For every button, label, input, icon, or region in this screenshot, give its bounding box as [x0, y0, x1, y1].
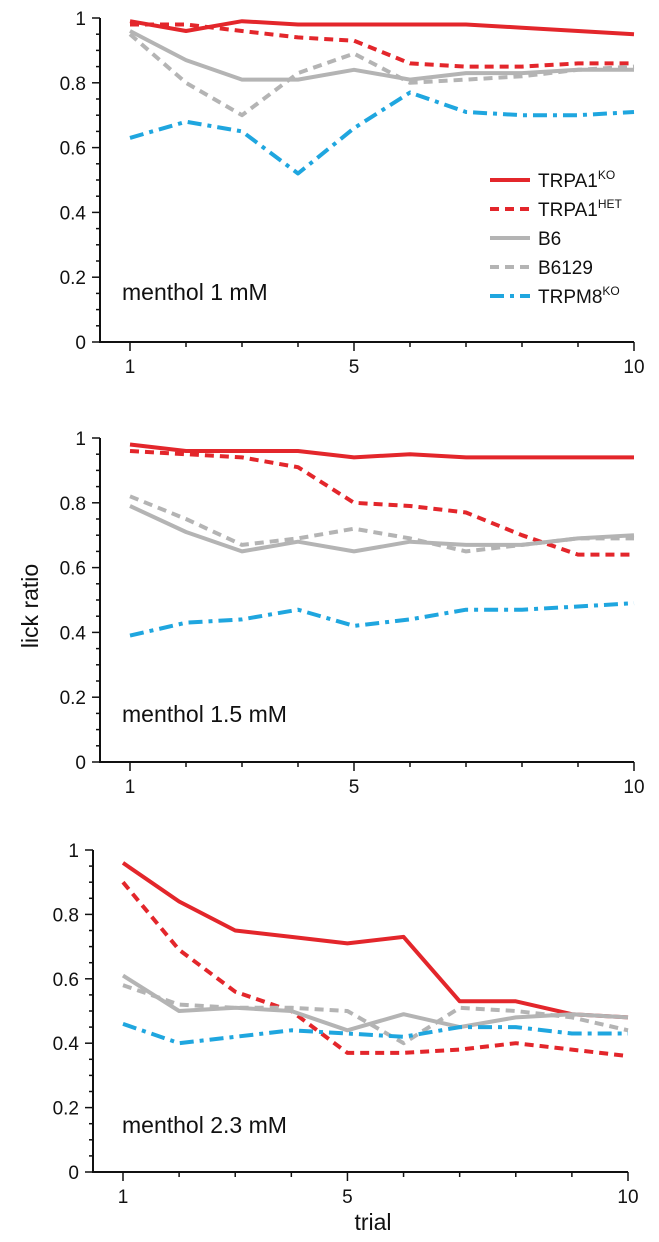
y-tick-label: 0.4: [53, 1034, 80, 1055]
legend-label: TRPA1KO: [538, 168, 615, 192]
series-line-B6129: [129, 494, 634, 554]
series-line-B6: [121, 973, 629, 1033]
y-tick-label: 0: [75, 333, 86, 354]
series-line-TRPA1HET: [130, 22, 634, 69]
legend-item-TRPM8KO: TRPM8KO: [490, 284, 620, 308]
y-tick-label: 0: [75, 753, 86, 774]
chart-panel-2: 0 0.2 0.4 0.6 0.8 1 1 5 10 menthol 1.5 mM: [60, 429, 645, 798]
legend-item-TRPA1KO: TRPA1KO: [490, 168, 615, 192]
y-tick-label: 0.6: [60, 559, 86, 580]
chart-panel-3: 0 0.2 0.4 0.6 0.8 1 1 5 10 menthol 2.3 mM: [53, 841, 639, 1208]
panel-label: menthol 1.5 mM: [122, 701, 287, 727]
series-line-B6129: [128, 32, 635, 118]
y-axis-title: lick ratio: [17, 564, 43, 648]
y-tick-label: 0.4: [60, 623, 87, 644]
panel-label: menthol 1 mM: [122, 279, 268, 305]
y-tick-label: 0.2: [60, 688, 86, 709]
x-tick-label: 1: [118, 1187, 129, 1208]
series-line-TRPA1KO: [121, 861, 629, 1020]
legend-item-TRPA1HET: TRPA1HET: [490, 197, 623, 221]
y-tick-label: 0.8: [60, 494, 86, 515]
series-line-TRPA1KO: [129, 442, 634, 460]
x-tick-label: 10: [617, 1187, 638, 1208]
legend-label: TRPA1HET: [538, 197, 623, 221]
series-line-TRPM8KO: [129, 90, 635, 176]
y-tick-label: 0.6: [53, 970, 79, 991]
y-tick-label: 0.8: [60, 74, 86, 95]
legend-item-B6: B6: [490, 229, 561, 250]
legend-item-B6129: B6129: [490, 258, 593, 279]
x-tick-label: 5: [342, 1187, 353, 1208]
x-tick-label: 10: [623, 357, 644, 378]
legend-label: B6: [538, 229, 561, 250]
y-tick-label: 0.6: [60, 139, 86, 160]
legend-label: B6129: [538, 258, 593, 279]
y-tick-label: 0.2: [53, 1099, 79, 1120]
y-tick-label: 0.4: [60, 203, 87, 224]
y-tick-label: 0.2: [60, 268, 86, 289]
x-tick-label: 1: [125, 357, 136, 378]
y-tick-label: 1: [68, 841, 79, 862]
series-line-TRPA1HET: [129, 449, 634, 557]
panel-label: menthol 2.3 mM: [122, 1112, 287, 1138]
y-tick-label: 1: [75, 429, 86, 450]
series-line-B6: [129, 504, 635, 554]
y-tick-label: 0: [68, 1163, 79, 1184]
chart-panel-1: 0 0.2 0.4 0.6 0.8 1 1 5 10 menthol 1 mM: [60, 9, 645, 378]
legend: TRPA1KO TRPA1HET B6 B6129 TRPM8KO: [490, 168, 623, 308]
series-line-B6129: [122, 983, 629, 1046]
series-line-TRPM8KO: [129, 601, 635, 638]
legend-label: TRPM8KO: [538, 284, 620, 308]
series-line-TRPA1HET: [121, 880, 629, 1059]
x-tick-label: 10: [623, 777, 644, 798]
y-tick-label: 0.8: [53, 905, 79, 926]
x-tick-label: 5: [349, 357, 360, 378]
x-axis-title: trial: [354, 1209, 391, 1235]
series-line-TRPM8KO: [122, 1022, 628, 1046]
y-tick-label: 1: [75, 9, 86, 30]
x-tick-label: 1: [125, 777, 136, 798]
x-tick-label: 5: [349, 777, 360, 798]
